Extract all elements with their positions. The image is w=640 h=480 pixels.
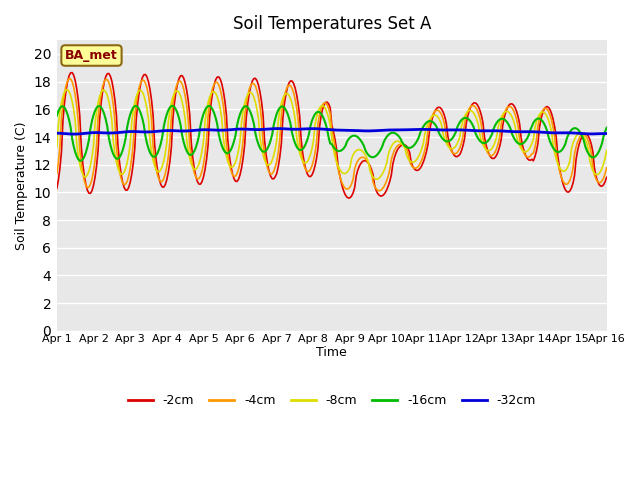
Legend: -2cm, -4cm, -8cm, -16cm, -32cm: -2cm, -4cm, -8cm, -16cm, -32cm [122,389,541,412]
Text: BA_met: BA_met [65,49,118,62]
X-axis label: Time: Time [316,347,347,360]
Title: Soil Temperatures Set A: Soil Temperatures Set A [232,15,431,33]
Y-axis label: Soil Temperature (C): Soil Temperature (C) [15,121,28,250]
